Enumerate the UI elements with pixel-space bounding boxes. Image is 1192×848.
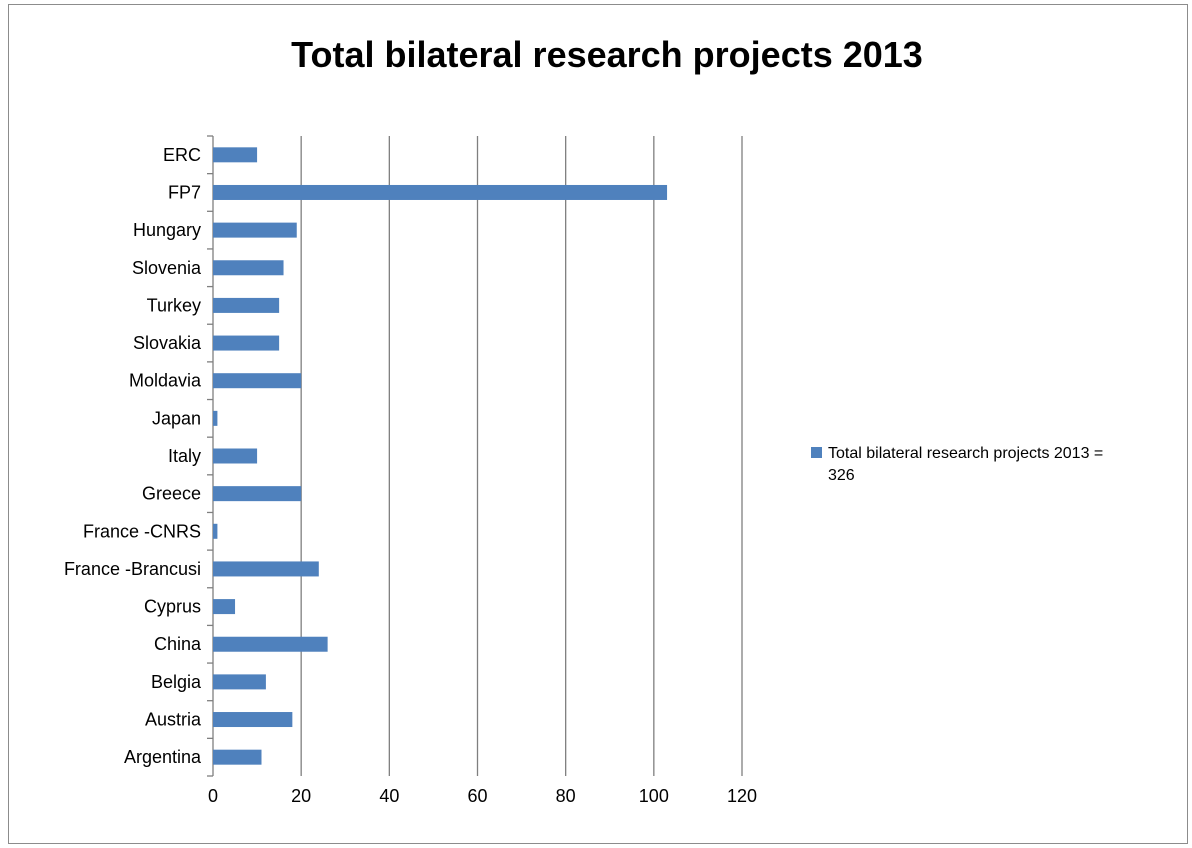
x-tick-label: 80 xyxy=(556,786,576,806)
bars xyxy=(213,147,668,765)
category-label: Cyprus xyxy=(144,597,201,617)
chart-title: Total bilateral research projects 2013 xyxy=(291,34,923,75)
bar-greece xyxy=(213,486,302,502)
bar-cyprus xyxy=(213,599,236,615)
category-label: Argentina xyxy=(124,747,202,767)
x-tick-label: 20 xyxy=(291,786,311,806)
x-tick-label: 40 xyxy=(379,786,399,806)
x-tick-label: 0 xyxy=(208,786,218,806)
category-label: Moldavia xyxy=(129,371,202,391)
bar-slovakia xyxy=(213,335,280,351)
x-tick-label: 60 xyxy=(467,786,487,806)
legend: Total bilateral research projects 2013 =… xyxy=(811,445,1103,484)
category-label: Belgia xyxy=(151,672,202,692)
bar-fp7 xyxy=(213,184,668,200)
bar-austria xyxy=(213,712,293,728)
bar-italy xyxy=(213,448,258,464)
category-label: FP7 xyxy=(168,182,201,202)
category-label: Hungary xyxy=(133,220,201,240)
legend-swatch xyxy=(811,447,822,458)
bar-belgia xyxy=(213,674,266,690)
bar-moldavia xyxy=(213,373,302,389)
category-label: Slovenia xyxy=(132,258,202,278)
bar-france-brancusi xyxy=(213,561,319,577)
x-tick-label: 100 xyxy=(639,786,669,806)
chart-frame: Total bilateral research projects 2013 A… xyxy=(8,4,1188,844)
x-tick-label: 120 xyxy=(727,786,757,806)
bar-argentina xyxy=(213,749,262,765)
bar-china xyxy=(213,636,328,652)
chart-svg: Total bilateral research projects 2013 A… xyxy=(64,34,1103,806)
bar-slovenia xyxy=(213,260,284,276)
bar-turkey xyxy=(213,297,280,313)
axes xyxy=(207,135,214,777)
category-label: Japan xyxy=(152,408,201,428)
category-label: France -CNRS xyxy=(83,521,201,541)
bar-japan xyxy=(213,410,218,426)
category-label: Italy xyxy=(168,446,201,466)
category-label: France -Brancusi xyxy=(64,559,201,579)
category-label: Austria xyxy=(145,710,202,730)
bar-erc xyxy=(213,147,258,163)
category-label: China xyxy=(154,634,202,654)
category-labels: Argentina Austria Belgia China Cyprus France … xyxy=(64,145,202,767)
category-label: Turkey xyxy=(147,295,201,315)
x-tick-labels: 0 20 40 60 80 100 120 xyxy=(208,786,757,806)
bar-hungary xyxy=(213,222,297,238)
category-label: ERC xyxy=(163,145,201,165)
gridlines xyxy=(300,136,743,776)
bar-france-cnrs xyxy=(213,523,218,539)
category-label: Greece xyxy=(142,484,201,504)
legend-entry: Total bilateral research projects 2013 =… xyxy=(828,445,1103,484)
category-label: Slovakia xyxy=(133,333,202,353)
